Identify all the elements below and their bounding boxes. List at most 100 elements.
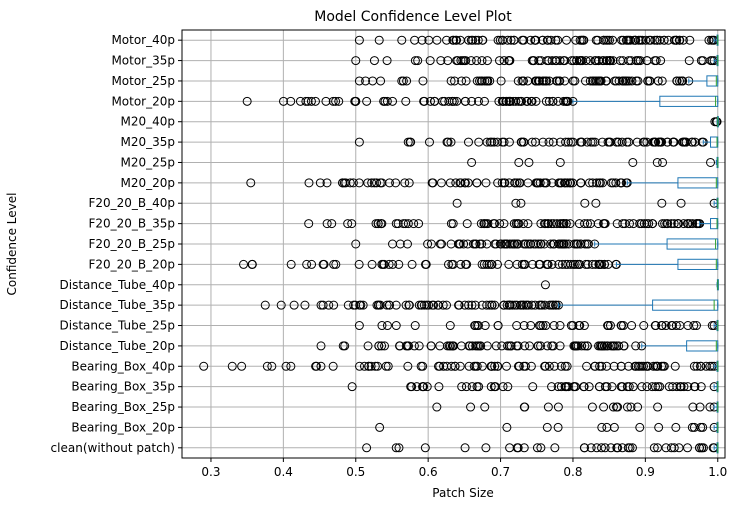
box-group (351, 238, 719, 250)
flier-point (403, 361, 413, 371)
flier-point (394, 259, 404, 269)
flier-point (471, 35, 481, 45)
flier-point (488, 219, 498, 229)
flier-point (521, 300, 531, 310)
flier-point (473, 96, 483, 106)
flier-point (541, 178, 551, 188)
flier-point (403, 137, 413, 147)
flier-point (590, 361, 600, 371)
flier-point (506, 341, 516, 351)
flier-point (582, 239, 592, 249)
flier-point (531, 137, 541, 147)
flier-point (550, 56, 560, 66)
flier-point (460, 96, 470, 106)
flier-point (307, 259, 317, 269)
flier-point (420, 443, 430, 453)
flier-point (524, 157, 534, 167)
flier-point (433, 300, 443, 310)
flier-point (480, 219, 490, 229)
flier-point (512, 443, 522, 453)
flier-point (450, 361, 460, 371)
flier-point (495, 56, 505, 66)
flier-point (613, 443, 623, 453)
flier-point (510, 300, 520, 310)
flier-point (647, 382, 657, 392)
flier-point (679, 137, 689, 147)
flier-point (572, 56, 582, 66)
flier-point (295, 96, 305, 106)
flier-point (653, 402, 663, 412)
flier-point (684, 56, 694, 66)
flier-point (657, 76, 667, 86)
flier-point (635, 422, 645, 432)
flier-point (394, 443, 404, 453)
flier-point (656, 56, 666, 66)
flier-point (427, 300, 437, 310)
flier-point (605, 56, 615, 66)
flier-point (354, 137, 364, 147)
flier-point (443, 259, 453, 269)
flier-point (419, 382, 429, 392)
flier-point (687, 137, 697, 147)
flier-point (584, 178, 594, 188)
flier-point (457, 382, 467, 392)
flier-point (548, 96, 558, 106)
flier-point (639, 219, 649, 229)
flier-point (573, 341, 583, 351)
flier-point (612, 341, 622, 351)
flier-point (603, 321, 613, 331)
flier-point (372, 178, 382, 188)
flier-point (384, 259, 394, 269)
flier-point (359, 361, 369, 371)
flier-point (315, 178, 325, 188)
flier-point (384, 300, 394, 310)
flier-point (382, 300, 392, 310)
flier-point (689, 422, 699, 432)
flier-point (669, 219, 679, 229)
y-tick-label: F20_20_B_35p (88, 217, 175, 231)
flier-point (377, 321, 387, 331)
flier-point (536, 443, 546, 453)
flier-point (395, 239, 405, 249)
flier-point (579, 382, 589, 392)
flier-point (549, 361, 559, 371)
flier-point (519, 443, 529, 453)
flier-point (512, 341, 522, 351)
flier-point (613, 402, 623, 412)
flier-point (662, 137, 672, 147)
flier-point (434, 382, 444, 392)
flier-point (568, 137, 578, 147)
flier-point (575, 137, 585, 147)
flier-point (486, 382, 496, 392)
flier-point (505, 56, 515, 66)
flier-point (627, 443, 637, 453)
flier-point (552, 76, 562, 86)
flier-point (519, 35, 529, 45)
flier-point (467, 300, 477, 310)
flier-point (459, 239, 469, 249)
flier-point (543, 259, 553, 269)
flier-point (331, 96, 341, 106)
flier-point (286, 361, 296, 371)
flier-point (637, 382, 647, 392)
box-group (354, 319, 719, 332)
flier-point (540, 280, 550, 290)
flier-point (575, 321, 585, 331)
flier-point (602, 56, 612, 66)
flier-point (585, 219, 595, 229)
flier-point (455, 361, 465, 371)
flier-point (496, 76, 506, 86)
flier-point (528, 56, 538, 66)
flier-point (504, 137, 514, 147)
flier-point (510, 178, 520, 188)
flier-point (461, 382, 471, 392)
flier-point (503, 35, 513, 45)
flier-point (410, 56, 420, 66)
flier-point (493, 361, 503, 371)
flier-point (355, 300, 365, 310)
flier-point (632, 137, 642, 147)
flier-point (570, 76, 580, 86)
flier-point (494, 96, 504, 106)
x-axis-label: Patch Size (432, 486, 493, 500)
flier-point (587, 259, 597, 269)
